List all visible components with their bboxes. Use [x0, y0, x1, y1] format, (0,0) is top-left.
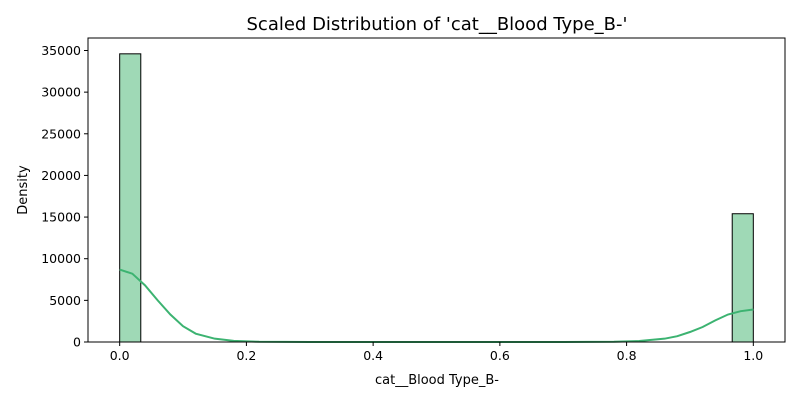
y-tick-label: 20000 [41, 168, 81, 183]
x-axis-ticks: 0.0 0.2 0.4 0.6 0.8 1.0 [110, 342, 763, 363]
plot-frame [87, 37, 786, 343]
y-tick-label: 25000 [41, 126, 81, 141]
x-axis-label: cat__Blood Type_B- [375, 373, 499, 388]
x-tick-label: 0.2 [236, 348, 256, 363]
kde-line [119, 268, 754, 343]
y-tick-label: 10000 [41, 251, 81, 266]
histogram-bar-0 [119, 53, 142, 343]
chart-title: Scaled Distribution of 'cat__Blood Type_… [247, 14, 628, 35]
y-axis-label: Density [16, 165, 31, 215]
x-tick-label: 1.0 [743, 348, 763, 363]
y-axis-ticks: 0 5000 10000 15000 20000 25000 30000 35000 [41, 43, 88, 350]
y-tick-label: 0 [73, 335, 81, 350]
x-tick-label: 0.4 [363, 348, 383, 363]
x-tick-label: 0.8 [617, 348, 637, 363]
histogram-bar-1 [731, 213, 754, 343]
y-tick-label: 35000 [41, 43, 81, 58]
y-tick-label: 15000 [41, 210, 81, 225]
x-tick-label: 0.0 [110, 348, 130, 363]
y-tick-label: 30000 [41, 85, 81, 100]
bars [119, 53, 754, 343]
x-tick-label: 0.6 [490, 348, 510, 363]
y-tick-label: 5000 [49, 293, 81, 308]
